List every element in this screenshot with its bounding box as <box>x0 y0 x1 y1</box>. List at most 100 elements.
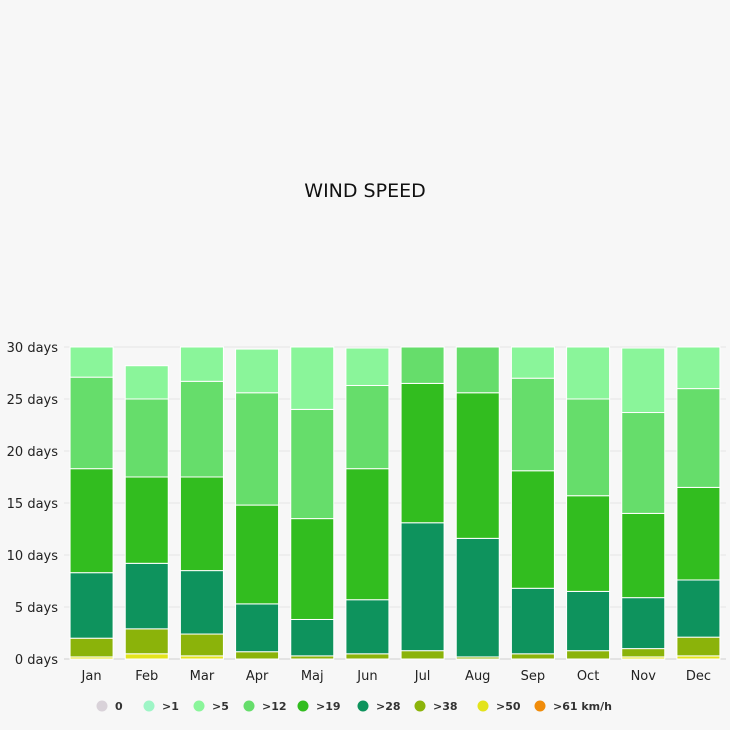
bar-segment[interactable] <box>235 651 280 660</box>
x-tick-label: Dec <box>686 669 711 684</box>
y-tick-label: 20 days <box>7 445 59 460</box>
bar-segment[interactable] <box>235 504 280 605</box>
legend-item[interactable]: >1 <box>143 700 179 713</box>
bar-segment[interactable] <box>345 653 390 660</box>
bar-segment[interactable] <box>676 579 721 638</box>
bar-segment[interactable] <box>124 653 169 660</box>
x-tick-label: Oct <box>577 669 599 684</box>
bar-segment[interactable] <box>455 346 500 394</box>
bar-segment[interactable] <box>566 398 611 497</box>
bar-segment[interactable] <box>179 570 224 635</box>
bar-segment[interactable] <box>179 346 224 382</box>
x-tick-label: Sep <box>521 669 546 684</box>
bar-segment[interactable] <box>69 572 114 639</box>
legend-label: >1 <box>162 700 179 713</box>
legend-item[interactable]: >61 km/h <box>534 700 612 713</box>
bar-segment[interactable] <box>400 346 445 384</box>
bar-segment[interactable] <box>235 348 280 394</box>
bar-segment[interactable] <box>69 468 114 574</box>
bar-segment[interactable] <box>455 537 500 658</box>
legend-item[interactable]: >50 <box>477 700 521 713</box>
bar-segment[interactable] <box>69 376 114 470</box>
bar-segment[interactable] <box>510 653 555 660</box>
legend-label: >50 <box>496 700 521 713</box>
legend-label: >28 <box>376 700 401 713</box>
bar-segment[interactable] <box>676 486 721 581</box>
legend-marker <box>534 700 546 712</box>
x-tick-label: Mar <box>190 669 215 684</box>
legend-item[interactable]: >38 <box>414 700 458 713</box>
legend-label: 0 <box>115 700 123 713</box>
bar-segment[interactable] <box>510 587 555 655</box>
x-tick-label: Apr <box>246 669 269 684</box>
bar-segment[interactable] <box>621 347 666 414</box>
legend-marker <box>297 700 309 712</box>
bar-segment[interactable] <box>621 597 666 650</box>
y-tick-label: 10 days <box>7 549 59 564</box>
y-tick-label: 0 days <box>15 653 58 668</box>
bar-segment[interactable] <box>179 633 224 657</box>
bar-segment[interactable] <box>400 650 445 660</box>
bar-segment[interactable] <box>510 377 555 472</box>
bar-segment[interactable] <box>179 476 224 572</box>
bar-segment[interactable] <box>400 382 445 524</box>
bar-segment[interactable] <box>124 562 169 630</box>
bar-segment[interactable] <box>69 346 114 378</box>
bar-segment[interactable] <box>400 522 445 652</box>
legend-item[interactable]: >5 <box>193 700 229 713</box>
bar-segment[interactable] <box>290 408 335 520</box>
x-tick-label: Jun <box>356 669 377 684</box>
bar-segment[interactable] <box>290 518 335 620</box>
legend-item[interactable]: >12 <box>243 700 287 713</box>
x-tick-label: Jul <box>414 669 431 684</box>
bar-segment[interactable] <box>69 637 114 658</box>
bar-segment[interactable] <box>179 380 224 478</box>
x-tick-label: Feb <box>135 669 158 684</box>
bar-segment[interactable] <box>345 468 390 601</box>
bar-segment[interactable] <box>124 476 169 564</box>
bar-segment[interactable] <box>566 495 611 592</box>
legend-marker <box>193 700 205 712</box>
legend-label: >38 <box>433 700 458 713</box>
bar-segment[interactable] <box>676 346 721 390</box>
bar-segment[interactable] <box>566 346 611 400</box>
bar-segment[interactable] <box>621 648 666 658</box>
bar-segment[interactable] <box>345 384 390 470</box>
legend-item[interactable]: 0 <box>96 700 124 713</box>
bar-segment[interactable] <box>676 388 721 488</box>
bar-segment[interactable] <box>510 470 555 589</box>
legend-marker <box>477 700 489 712</box>
legend-marker <box>243 700 255 712</box>
bar-segment[interactable] <box>235 392 280 506</box>
x-tick-label: Jan <box>81 669 102 684</box>
legend-marker <box>143 700 155 712</box>
bar-segment[interactable] <box>566 590 611 652</box>
legend-label: >5 <box>212 700 229 713</box>
bar-segment[interactable] <box>455 392 500 539</box>
x-tick-label: Aug <box>465 669 490 684</box>
bar-segment[interactable] <box>566 650 611 660</box>
y-tick-label: 25 days <box>7 393 59 408</box>
legend-marker <box>414 700 426 712</box>
bar-segment[interactable] <box>621 412 666 514</box>
legend-item[interactable]: >19 <box>297 700 341 713</box>
bar-segment[interactable] <box>345 347 390 386</box>
legend-label: >61 km/h <box>553 700 612 713</box>
legend-item[interactable]: >28 <box>357 700 401 713</box>
bar-segment[interactable] <box>124 365 169 400</box>
y-tick-label: 5 days <box>15 601 58 616</box>
bar-segment[interactable] <box>621 512 666 599</box>
bar-segment[interactable] <box>290 618 335 657</box>
bar-segment[interactable] <box>676 636 721 657</box>
y-tick-label: 15 days <box>7 497 59 512</box>
legend-marker <box>96 700 108 712</box>
bar-segment[interactable] <box>510 346 555 379</box>
legend-label: >12 <box>262 700 287 713</box>
bar-segment[interactable] <box>290 346 335 410</box>
bar-segment[interactable] <box>345 599 390 655</box>
bar-segment[interactable] <box>124 398 169 478</box>
legend-marker <box>357 700 369 712</box>
bar-segment[interactable] <box>235 603 280 653</box>
bar-segment[interactable] <box>124 628 169 655</box>
